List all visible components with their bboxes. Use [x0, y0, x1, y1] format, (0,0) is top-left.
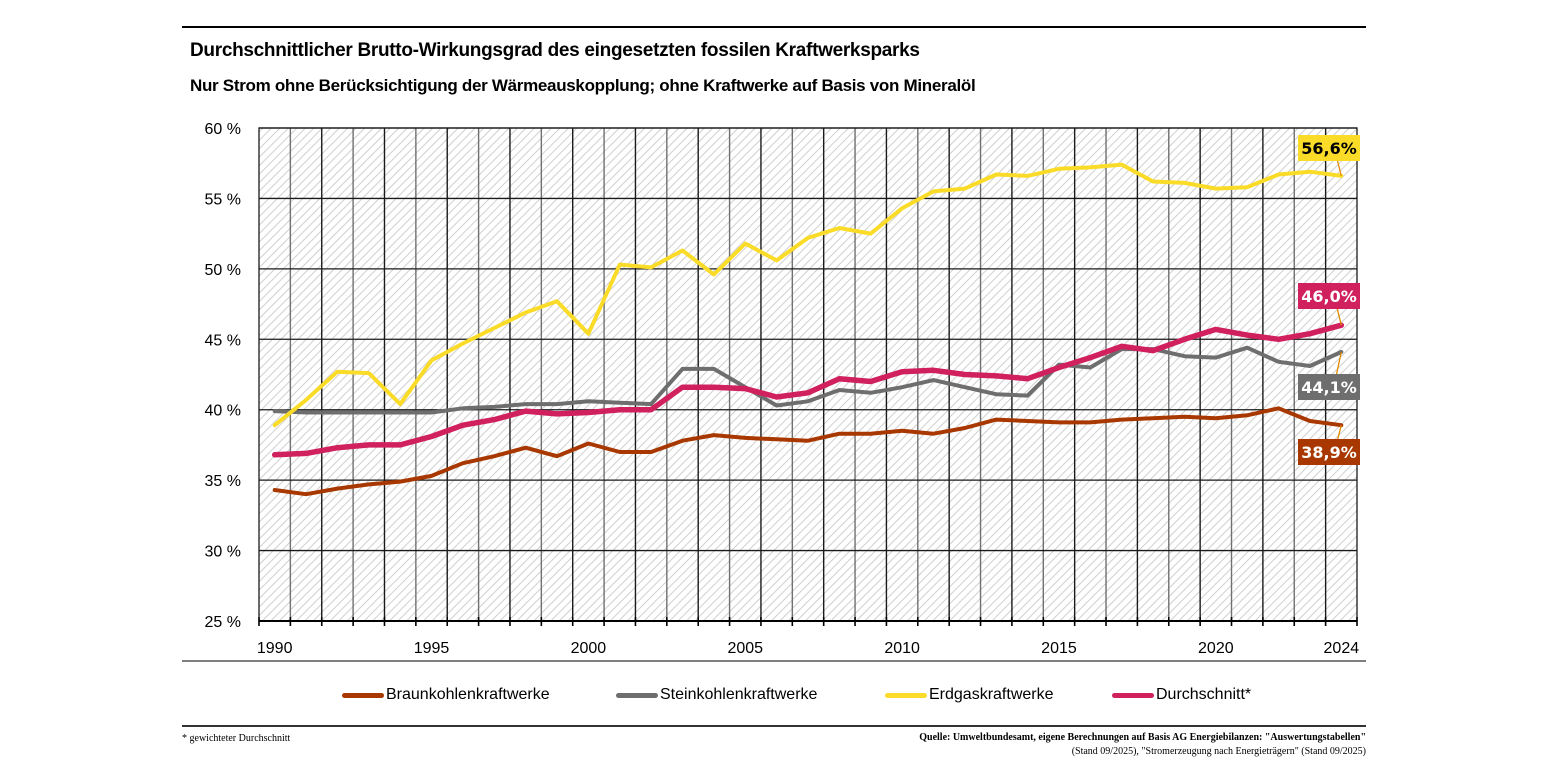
- series-line-2: [272, 345, 1344, 415]
- legend-label: Erdgaskraftwerke: [929, 686, 1054, 703]
- y-tick-label: 55 %: [205, 191, 241, 208]
- x-tick-label: 2024: [1324, 640, 1360, 657]
- end-label-box: [1298, 135, 1360, 161]
- legend-swatch-steinkohle: [616, 692, 658, 698]
- series-line-1: [272, 406, 1344, 497]
- end-label-box: [1298, 283, 1360, 309]
- source-line-2: (Stand 09/2025), "Stromerzeugung nach En…: [1071, 746, 1366, 757]
- legend-swatch-erdgas: [885, 692, 927, 698]
- footnote: * gewichteter Durchschnitt: [182, 733, 291, 744]
- x-tick-label: 2020: [1198, 640, 1234, 657]
- legend-item-durchschnitt: Durchschnitt*: [1112, 686, 1251, 704]
- source-line-1: Quelle: Umweltbundesamt, eigene Berechnu…: [919, 732, 1366, 743]
- x-tick-label: 1995: [414, 640, 450, 657]
- x-tick-label: 1990: [257, 640, 293, 657]
- end-label-box: [1298, 374, 1360, 400]
- legend-label: Steinkohlenkraftwerke: [660, 686, 818, 703]
- bottom-rule: [182, 725, 1366, 727]
- legend-item-steinkohle: Steinkohlenkraftwerke: [616, 686, 817, 704]
- x-tick-label: 2010: [884, 640, 920, 657]
- plot-area: [259, 128, 1357, 621]
- legend-label: Durchschnitt*: [1156, 686, 1252, 703]
- source-note: Quelle: Umweltbundesamt, eigene Berechnu…: [919, 731, 1366, 759]
- chart-subtitle: Nur Strom ohne Berücksichtigung der Wärm…: [190, 76, 976, 95]
- y-tick-label: 25 %: [205, 614, 241, 631]
- end-label-text: 38,9%: [1301, 443, 1357, 462]
- legend-swatch-durchschnitt: [1112, 692, 1154, 698]
- legend-item-braunkohle: Braunkohlenkraftwerke: [342, 686, 550, 704]
- y-tick-label: 45 %: [205, 332, 241, 349]
- end-label-box: [1298, 439, 1360, 465]
- y-tick-label: 40 %: [205, 403, 241, 420]
- chart-title: Durchschnittlicher Brutto-Wirkungsgrad d…: [190, 40, 920, 61]
- y-tick-label: 35 %: [205, 473, 241, 490]
- legend-item-erdgas: Erdgaskraftwerke: [885, 686, 1054, 704]
- series-line-4: [271, 322, 1345, 458]
- series-line-3: [272, 162, 1344, 428]
- end-label-text: 46,0%: [1301, 287, 1357, 306]
- x-tick-label: 2000: [571, 640, 607, 657]
- y-tick-label: 30 %: [205, 544, 241, 561]
- end-label-text: 44,1%: [1301, 378, 1357, 397]
- x-tick-label: 2015: [1041, 640, 1077, 657]
- legend-swatch-braunkohle: [342, 692, 384, 698]
- top-rule: [182, 26, 1366, 28]
- y-tick-label: 50 %: [205, 262, 241, 279]
- end-label-text: 56,6%: [1301, 139, 1357, 158]
- legend: Braunkohlenkraftwerke Steinkohlenkraftwe…: [0, 686, 1545, 710]
- legend-label: Braunkohlenkraftwerke: [386, 686, 550, 703]
- y-tick-label: 60 %: [205, 121, 241, 138]
- x-tick-label: 2005: [727, 640, 763, 657]
